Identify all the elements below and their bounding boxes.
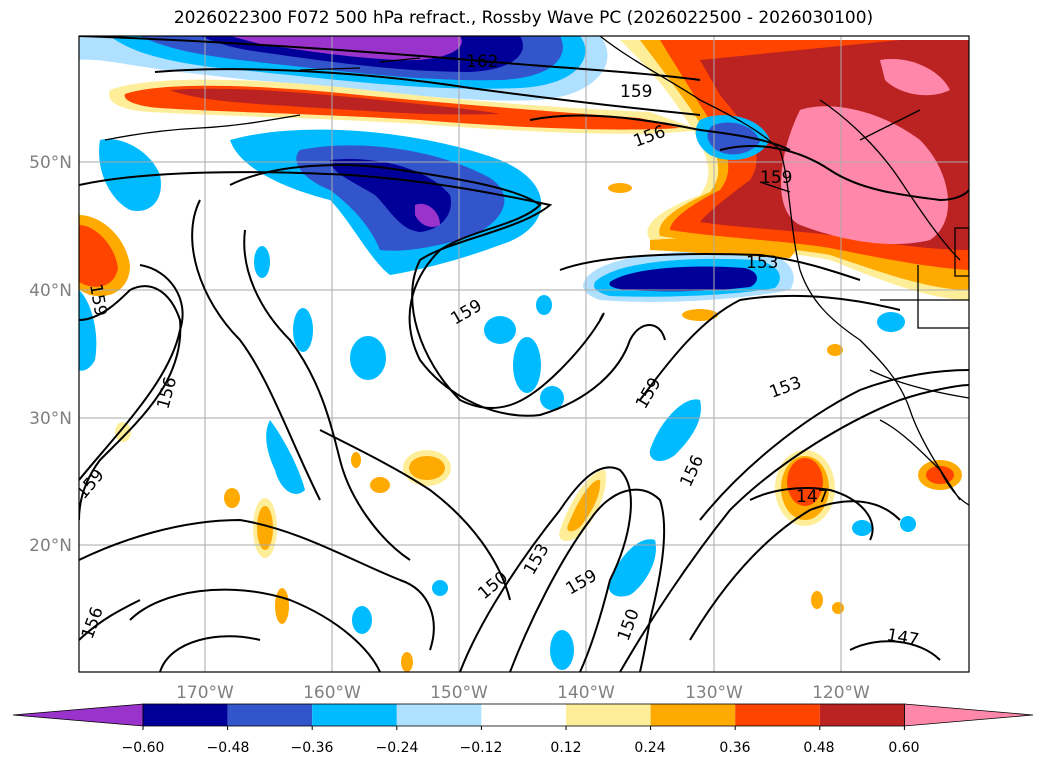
lat-label: 30°N [29,409,72,429]
colorbar-tick-label: −0.60 [122,740,165,756]
lat-label: 50°N [29,153,72,173]
colorbar-tick-label: −0.24 [376,740,419,756]
contour-label: 147 [796,487,828,507]
colorbar-tick-label: 0.60 [888,740,919,756]
chart-title: 2026022300 F072 500 hPa refract., Rossby… [173,8,874,28]
colorbar-ticks: −0.60 −0.48 −0.36 −0.24 −0.12 0.12 0.24 … [122,740,920,756]
colorbar-tick-label: 0.12 [550,740,581,756]
lon-label: 170°W [176,683,234,703]
contour-label: 153 [746,253,778,273]
colorbar-tick-label: −0.48 [207,740,250,756]
lat-label: 20°N [29,536,72,556]
lon-label: 160°W [303,683,361,703]
contour-label: 159 [620,82,652,102]
lon-label: 130°W [685,683,743,703]
colorbar-segment [396,704,482,726]
lon-label: 140°W [557,683,615,703]
lat-label: 40°N [29,281,72,301]
colorbar-tick-label: 0.48 [803,740,834,756]
lon-label: 120°W [812,683,870,703]
colorbar-tick-label: −0.36 [291,740,334,756]
colorbar-tick-label: 0.36 [719,740,750,756]
colorbar-segment [12,703,144,727]
latitude-labels: 50°N 40°N 30°N 20°N [29,153,72,556]
colorbar-segment [481,704,566,726]
colorbar-tick-label: 0.24 [634,740,665,756]
colorbar-segment [819,704,905,726]
colorbar-segment [312,704,397,726]
colorbar-segment [227,704,313,726]
map-border [78,35,970,673]
colorbar-segment [143,704,228,726]
colorbar-segment [904,703,1034,727]
colorbar-border [142,703,905,727]
lon-label: 150°W [430,683,488,703]
colorbar-segment [735,704,820,726]
longitude-labels: 170°W 160°W 150°W 140°W 130°W 120°W [176,683,870,703]
colorbar-tick-label: −0.12 [460,740,503,756]
contours [79,36,969,672]
coastlines [104,36,969,506]
colorbar-segment [566,704,651,726]
contour-label: 159 [760,168,792,188]
contour-label: 162 [466,52,498,72]
colorbar-segment [650,704,736,726]
colorbar [12,703,1034,730]
gridlines [79,36,969,672]
